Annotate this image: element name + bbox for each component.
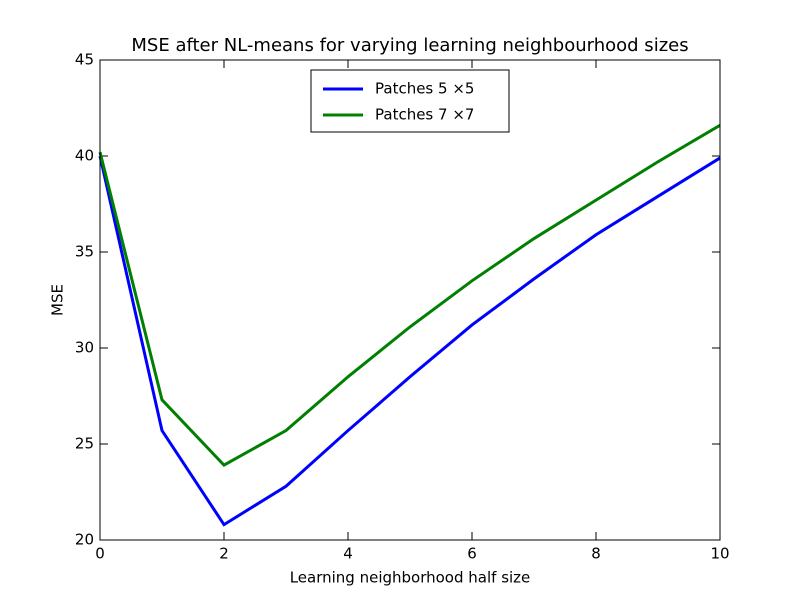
chart-title: MSE after NL-means for varying learning … xyxy=(131,35,688,56)
y-tick-label: 45 xyxy=(75,51,94,69)
x-tick-label: 6 xyxy=(467,545,477,563)
series-line xyxy=(98,123,721,467)
legend-label: Patches 5 ×5 xyxy=(375,80,474,98)
series-line xyxy=(98,155,721,527)
axes-frame xyxy=(99,59,721,541)
x-tick-label: 10 xyxy=(710,545,729,563)
plot-area: 0 2 4 6 8 10 20 25 30 35 40 45 Patches 5 ×5 Patches 7… xyxy=(75,51,730,563)
legend-label: Patches 7 ×7 xyxy=(375,106,474,124)
x-tick-label: 0 xyxy=(95,545,105,563)
x-tick-label: 4 xyxy=(343,545,353,563)
x-axis-label: Learning neighborhood half size xyxy=(290,569,531,587)
x-tick-label: 2 xyxy=(219,545,229,563)
y-tick-label: 30 xyxy=(75,339,94,357)
y-axis-label: MSE xyxy=(49,284,67,316)
y-tick-label: 35 xyxy=(75,243,94,261)
y-tick-label: 25 xyxy=(75,435,94,453)
legend-box xyxy=(310,69,510,133)
y-tick-label: 20 xyxy=(75,531,94,549)
x-tick-label: 8 xyxy=(591,545,601,563)
y-tick-label: 40 xyxy=(75,147,94,165)
